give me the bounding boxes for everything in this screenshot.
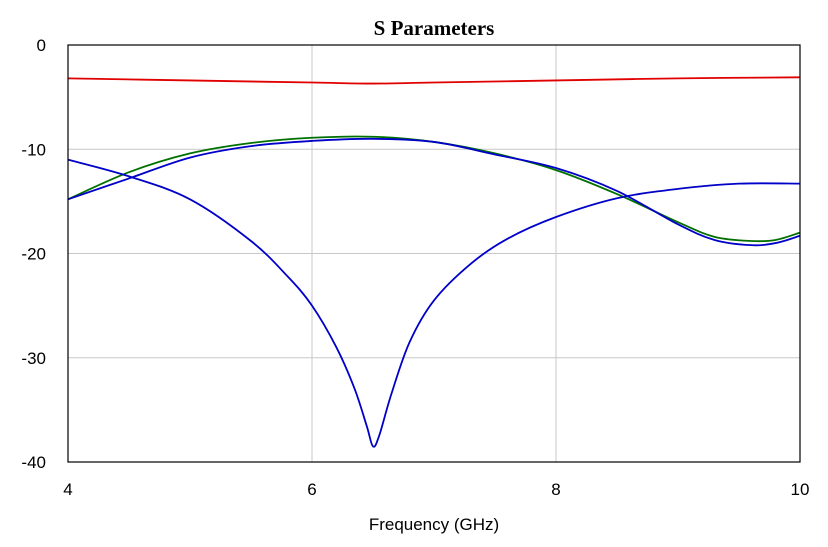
y-tick-label: -30 xyxy=(21,349,46,368)
y-tick-label: -10 xyxy=(21,140,46,159)
y-tick-label: -40 xyxy=(21,453,46,472)
series-line-1 xyxy=(67,76,801,85)
x-tick-label: 8 xyxy=(551,480,560,499)
grid xyxy=(67,44,801,463)
x-tick-label: 10 xyxy=(791,480,810,499)
y-tick-label: -20 xyxy=(21,245,46,264)
tick-labels: 4 6 8 10 0 -10 -20 -30 -40 xyxy=(21,36,809,499)
x-axis-label: Frequency (GHz) xyxy=(369,515,499,534)
x-tick-label: 4 xyxy=(63,480,72,499)
series-group xyxy=(67,76,801,448)
y-tick-label: 0 xyxy=(37,36,46,55)
x-tick-label: 6 xyxy=(307,480,316,499)
chart-title: S Parameters xyxy=(374,16,495,40)
plot-frame xyxy=(67,44,801,463)
series-line-3 xyxy=(67,137,801,247)
series-line-2 xyxy=(67,135,801,243)
series-line-4 xyxy=(67,158,801,448)
